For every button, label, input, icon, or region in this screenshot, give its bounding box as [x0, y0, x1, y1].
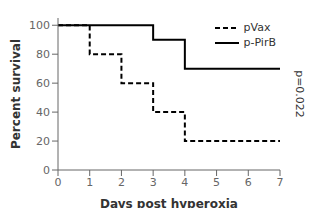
svg-text:0: 0: [55, 176, 62, 189]
svg-text:Percent survival: Percent survival: [9, 39, 23, 149]
svg-text:7: 7: [277, 176, 284, 189]
svg-text:80: 80: [36, 48, 50, 61]
svg-text:5: 5: [213, 176, 220, 189]
svg-text:4: 4: [181, 176, 188, 189]
svg-text:60: 60: [36, 77, 50, 90]
svg-text:40: 40: [36, 106, 50, 119]
svg-text:100: 100: [29, 19, 50, 32]
svg-text:Days post hyperoxia: Days post hyperoxia: [100, 197, 238, 208]
svg-text:2: 2: [118, 176, 125, 189]
svg-text:20: 20: [36, 135, 50, 148]
svg-text:0: 0: [43, 164, 50, 177]
svg-text:p=0.022: p=0.022: [293, 70, 306, 118]
svg-text:1: 1: [86, 176, 93, 189]
html-text:p-PirB: p-PirB: [243, 36, 276, 49]
svg-text:3: 3: [150, 176, 157, 189]
html-text:pVax: pVax: [243, 21, 271, 34]
svg-text:6: 6: [245, 176, 252, 189]
